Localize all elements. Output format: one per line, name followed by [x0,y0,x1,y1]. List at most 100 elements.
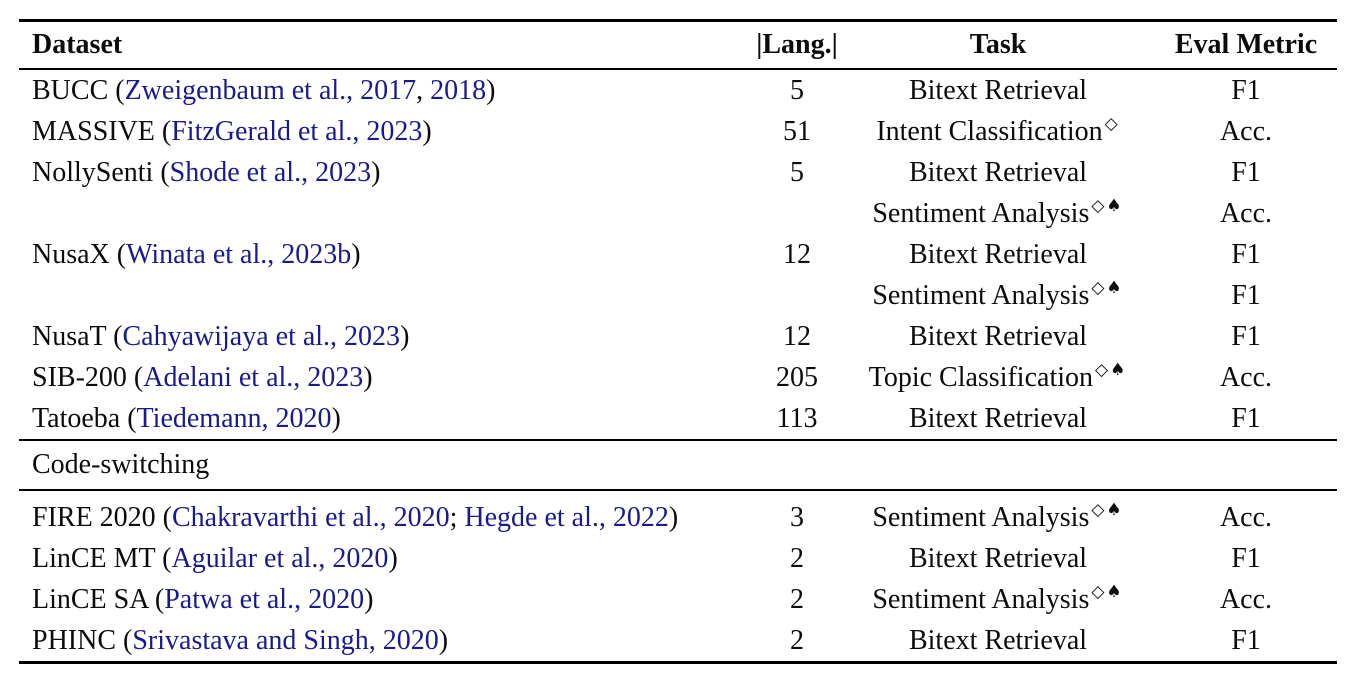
task-footnote-marks: ◇♠ [1095,359,1128,380]
citation-link[interactable]: Hegde et al., 2022 [464,502,669,534]
bottom-rule [19,660,1337,664]
task-footnote-marks: ◇ [1104,113,1120,134]
task-cell: Intent Classification ◇ [876,115,1119,146]
citation-link[interactable]: Cahyawijaya et al., 2023 [122,321,401,353]
metric-cell: Acc. [1219,502,1273,534]
metric-cell: F1 [1231,321,1261,353]
citation-link[interactable]: Adelani et al., 2023 [143,362,364,394]
lang-count-cell: 5 [790,75,804,107]
table-row: Sentiment Analysis ◇♠ F1 [19,275,1337,319]
task-cell: Bitext Retrieval [909,627,1087,655]
citation-link[interactable]: Aguilar et al., 2020 [171,543,389,575]
metric-cell: F1 [1231,403,1261,435]
lang-count-cell: 3 [790,502,804,534]
section-divider-rule-top [19,438,1337,441]
dataset-text: LinCE SA ( [32,584,165,616]
lang-count-cell: 12 [783,239,811,271]
task-footnote-marks: ◇♠ [1091,195,1124,216]
header-rule [19,68,1337,70]
dataset-cell: PHINC (Srivastava and Singh, 2020) [32,627,448,655]
dataset-cell: NusaX (Winata et al., 2023b) [32,241,361,269]
citation-link[interactable]: Zweigenbaum et al., 2017 [124,75,417,107]
table-row: NollySenti (Shode et al., 2023) 5 Bitext R… [19,154,1337,193]
col-header-lang-count: |Lang.| [756,29,838,60]
table-row: NusaT (Cahyawijaya et al., 2023) 12 Bitext… [19,318,1337,357]
citation-link[interactable]: FitzGerald et al., 2023 [171,116,423,148]
dataset-cell: Tatoeba (Tiedemann, 2020) [32,405,341,433]
lang-count-cell: 2 [790,584,804,616]
lang-count-cell: 2 [790,543,804,575]
table-row: Sentiment Analysis ◇♠ Acc. [19,193,1337,237]
table-row: MASSIVE (FitzGerald et al., 2023) 51 Inten… [19,111,1337,155]
citation-link[interactable]: Srivastava and Singh, 2020 [132,625,439,657]
task-label: Sentiment Analysis [872,198,1090,230]
dataset-cell: NusaT (Cahyawijaya et al., 2023) [32,323,409,351]
dataset-cell: SIB-200 (Adelani et al., 2023) [32,364,373,392]
lang-count-cell: 51 [783,116,811,148]
table-row: FIRE 2020 (Chakravarthi et al., 2020; He… [19,497,1337,541]
dataset-text: ) [388,543,398,575]
task-cell: Bitext Retrieval [909,545,1087,573]
metric-cell: F1 [1231,625,1261,657]
dataset-text: FIRE 2020 ( [32,502,172,534]
task-label: Bitext Retrieval [908,403,1088,435]
dataset-text: PHINC ( [32,625,133,657]
task-cell: Sentiment Analysis ◇♠ [872,583,1123,616]
section-label-band: Code-switching [19,441,1337,489]
dataset-cell: LinCE SA (Patwa et al., 2020) [32,586,373,614]
metric-cell: F1 [1231,75,1261,107]
dataset-text: ) [351,239,361,271]
task-cell: Bitext Retrieval [909,241,1087,269]
dataset-text: LinCE MT ( [32,543,172,575]
dataset-text: ) [371,157,381,189]
task-label: Bitext Retrieval [908,157,1088,189]
dataset-text: MASSIVE ( [32,116,172,148]
table-row: PHINC (Srivastava and Singh, 2020) 2 Bitex… [19,622,1337,661]
table-row: LinCE SA (Patwa et al., 2020) 2 Sentiment … [19,579,1337,623]
dataset-cell: MASSIVE (FitzGerald et al., 2023) [32,118,432,146]
task-cell: Bitext Retrieval [909,323,1087,351]
citation-link[interactable]: Winata et al., 2023b [126,239,352,271]
table-row: Tatoeba (Tiedemann, 2020) 113 Bitext Retri… [19,400,1337,439]
top-rule [19,19,1337,22]
task-cell: Bitext Retrieval [909,159,1087,187]
dataset-cell: FIRE 2020 (Chakravarthi et al., 2020; He… [32,504,678,532]
task-footnote-marks: ◇♠ [1091,499,1124,520]
task-cell: Bitext Retrieval [909,77,1087,105]
dataset-cell: NollySenti (Shode et al., 2023) [32,159,380,187]
metric-cell: F1 [1231,280,1261,312]
task-cell: Sentiment Analysis ◇♠ [872,501,1123,534]
dataset-text: NusaX ( [32,239,127,271]
task-label: Sentiment Analysis [872,584,1090,616]
metric-cell: F1 [1231,543,1261,575]
table-row: NusaX (Winata et al., 2023b) 12 Bitext Ret… [19,236,1337,275]
task-cell: Topic Classification ◇♠ [868,361,1128,394]
table-row: BUCC (Zweigenbaum et al., 2017, 2018) 5 Bi… [19,72,1337,111]
dataset-text: SIB-200 ( [32,362,144,394]
table-header-row: Dataset |Lang.| Task Eval Metric [19,22,1337,68]
dataset-text: ) [438,625,449,657]
task-footnote-marks: ◇♠ [1091,581,1124,602]
citation-link[interactable]: Shode et al., 2023 [169,157,372,189]
lang-count-cell: 205 [776,362,818,394]
metric-cell: Acc. [1219,116,1273,148]
task-label: Bitext Retrieval [908,321,1088,353]
citation-link[interactable]: Tiedemann, 2020 [136,403,332,435]
dataset-cell: BUCC (Zweigenbaum et al., 2017, 2018) [32,77,496,105]
citation-link[interactable]: Chakravarthi et al., 2020 [172,502,450,534]
dataset-text: ) [331,403,341,435]
datasets-table: Dataset |Lang.| Task Eval Metric BUCC (Z… [19,19,1337,664]
task-label: Sentiment Analysis [872,502,1090,534]
task-label: Bitext Retrieval [908,625,1088,657]
citation-link[interactable]: Patwa et al., 2020 [164,584,365,616]
code-switching-section: FIRE 2020 (Chakravarthi et al., 2020; He… [19,491,1337,661]
dataset-text: NollySenti ( [32,157,170,189]
col-header-task: Task [969,29,1027,60]
dataset-text: BUCC ( [32,75,125,107]
task-footnote-marks: ◇♠ [1091,277,1124,298]
table-row: SIB-200 (Adelani et al., 2023) 205 Topic C… [19,357,1337,401]
col-header-eval-metric: Eval Metric [1174,29,1318,60]
citation-link[interactable]: 2018 [430,75,487,107]
task-label: Bitext Retrieval [908,239,1088,271]
task-label: Topic Classification [868,362,1093,394]
